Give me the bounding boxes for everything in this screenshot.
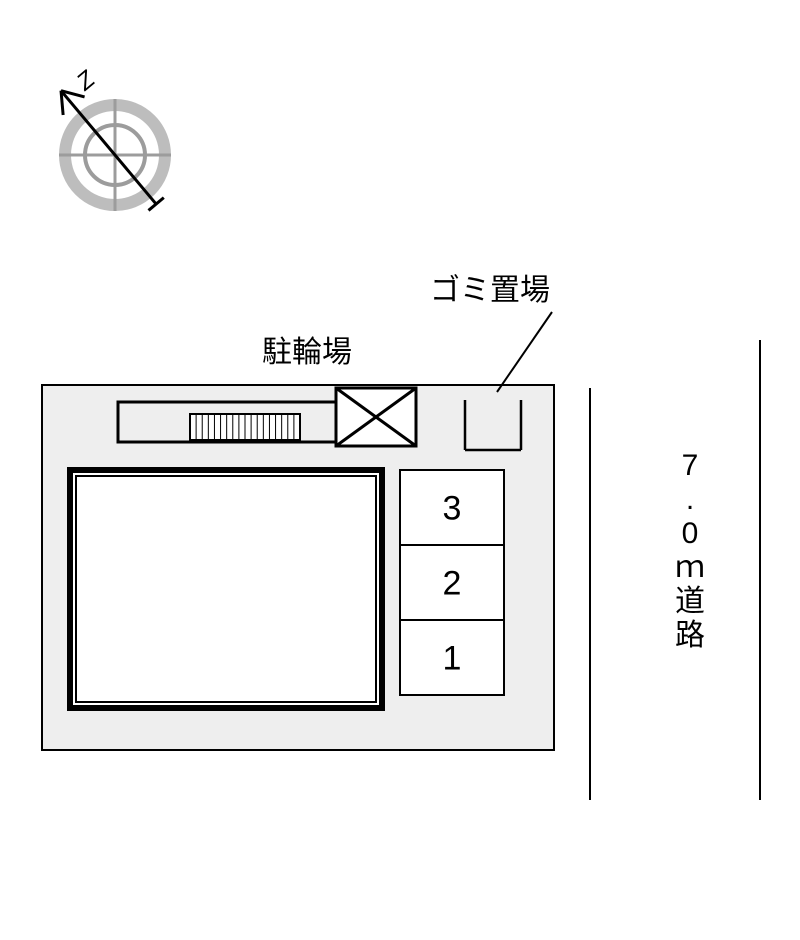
parking-number: 3: [443, 489, 462, 527]
road-label-char: 路: [675, 619, 705, 652]
road-label-char: 7: [682, 449, 699, 482]
site-plan-diagram: 駐輪場 ゴミ置場 3 2 1 7.0ｍ道路 Z: [0, 0, 800, 940]
road-label-char: .: [686, 483, 694, 516]
road-label-char: 0: [682, 517, 699, 550]
road-label-char: ｍ: [675, 551, 705, 584]
trash-label: ゴミ置場: [430, 274, 550, 307]
bike-shed-label: 駐輪場: [262, 336, 352, 369]
compass-north-label: Z: [71, 65, 101, 97]
road-label-char: 道: [675, 585, 705, 618]
parking-number: 1: [443, 639, 462, 677]
compass-icon: Z: [47, 65, 182, 213]
diagram-svg: 駐輪場 ゴミ置場 3 2 1 7.0ｍ道路 Z: [0, 0, 800, 940]
building-outline: [70, 470, 382, 708]
trash-leader-line: [497, 312, 552, 392]
parking-number: 2: [443, 564, 462, 602]
